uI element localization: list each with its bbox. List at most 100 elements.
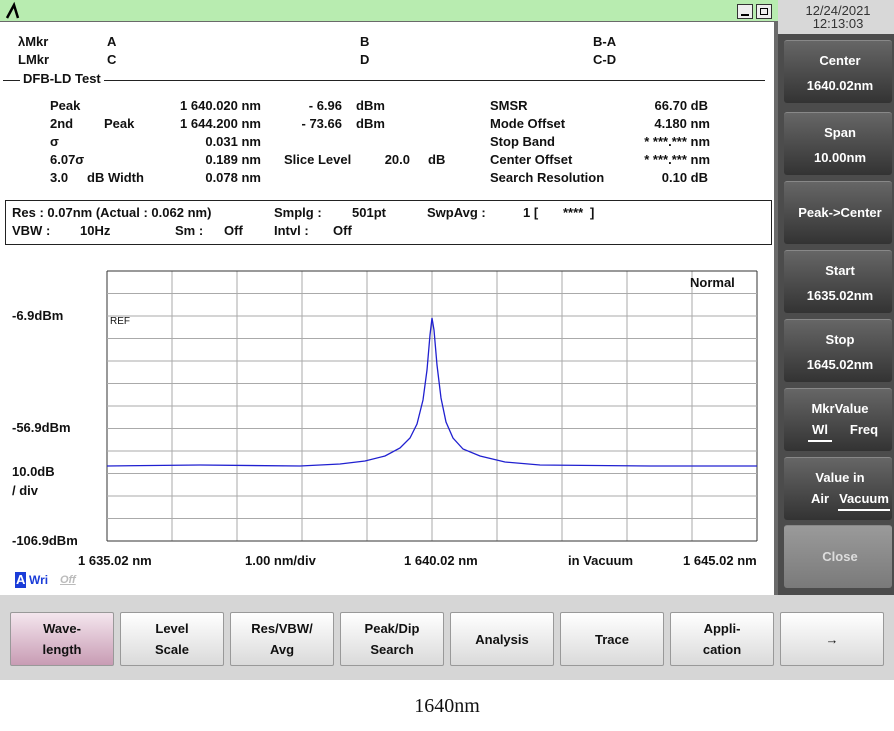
result-text: Stop Band	[490, 134, 555, 149]
result-text: * ***.*** nm	[644, 152, 710, 167]
soft-key-label: Scale	[155, 642, 189, 657]
logo	[5, 1, 20, 19]
result-text: Search Resolution	[490, 170, 605, 185]
result-text: 1 640.020 nm	[180, 98, 261, 113]
result-text: Mode Offset	[490, 116, 566, 131]
setting-text: SwpAvg :	[427, 205, 486, 220]
side-key-title: Peak->Center	[798, 205, 882, 220]
marker-label: B	[360, 34, 370, 49]
result-text: 0.10 dB	[661, 170, 708, 185]
soft-key-label: Peak/Dip	[364, 621, 420, 636]
x-label: 1 635.02 nm	[78, 553, 152, 568]
side-key[interactable]	[784, 40, 892, 103]
setting-text: Res : 0.07nm (Actual : 0.062 nm)	[12, 205, 212, 220]
side-key[interactable]	[784, 112, 892, 175]
title-bar	[0, 0, 778, 22]
marker-label: B-A	[593, 34, 617, 49]
side-key-value: 10.00nm	[813, 150, 867, 165]
result-text: - 6.96	[308, 98, 342, 113]
side-key-title: Start	[825, 263, 855, 278]
result-text: Slice Level	[284, 152, 352, 167]
setting-text: VBW :	[12, 223, 51, 238]
marker-label: λMkr	[18, 34, 49, 49]
setting-text: Sm :	[175, 223, 204, 238]
side-key-option: Freq	[849, 422, 879, 437]
soft-key-label: Appli-	[703, 621, 741, 636]
y-label: -106.9dBm	[12, 533, 78, 548]
marker-label: A	[107, 34, 117, 49]
option-underline	[838, 509, 890, 511]
soft-key[interactable]	[230, 612, 334, 666]
x-label: 1 645.02 nm	[683, 553, 757, 568]
result-text: 20.0	[384, 152, 410, 167]
result-text: 1 644.200 nm	[180, 116, 261, 131]
result-text: * ***.*** nm	[644, 134, 710, 149]
marker-label: C	[107, 52, 117, 67]
soft-key-label: Res/VBW/	[251, 621, 313, 636]
result-text: dBm	[356, 116, 385, 131]
x-label: 1 640.02 nm	[404, 553, 478, 568]
side-key[interactable]	[784, 181, 892, 244]
result-text: 3.0	[50, 170, 69, 185]
soft-key[interactable]	[120, 612, 224, 666]
side-key-title: Close	[822, 549, 858, 564]
test-rule	[3, 80, 765, 81]
scale-label: / div	[12, 483, 39, 498]
side-key-title: MkrValue	[811, 401, 869, 416]
side-key-title: Value in	[815, 470, 865, 485]
side-key-option: Vacuum	[839, 491, 889, 506]
soft-key[interactable]	[10, 612, 114, 666]
scale-label: 10.0dB	[12, 464, 55, 479]
side-key[interactable]	[784, 319, 892, 382]
setting-text: 10Hz	[80, 223, 111, 238]
minimize-button[interactable]	[737, 4, 753, 19]
side-key-value: 1645.02nm	[806, 357, 874, 372]
soft-key-label: Analysis	[475, 632, 529, 647]
side-key[interactable]	[784, 525, 892, 588]
side-key-title: Span	[824, 125, 856, 140]
soft-key[interactable]	[340, 612, 444, 666]
soft-key-label: Avg	[269, 642, 295, 657]
setting-text: Off	[333, 223, 352, 238]
result-text: 0.189 nm	[205, 152, 261, 167]
result-text: 66.70 dB	[654, 98, 708, 113]
write-status-a: A	[15, 572, 27, 588]
result-text: 0.031 nm	[205, 134, 261, 149]
soft-key[interactable]	[450, 612, 554, 666]
setting-text: Intvl :	[274, 223, 309, 238]
result-text: dB Width	[87, 170, 144, 185]
setting-text: ]	[590, 205, 595, 220]
setting-text: Smplg :	[274, 205, 322, 220]
result-text: 2nd	[50, 116, 74, 131]
date: 12/24/2021	[805, 3, 871, 18]
result-text: dB	[428, 152, 446, 167]
soft-key-label: →	[825, 632, 839, 647]
settings-box	[5, 200, 772, 245]
soft-key-label: length	[42, 642, 82, 657]
x-label: 1.00 nm/div	[245, 553, 316, 568]
result-text: 0.078 nm	[205, 170, 261, 185]
side-key[interactable]	[784, 388, 892, 451]
soft-key-label: Wave-	[43, 621, 81, 636]
x-label: in Vacuum	[568, 553, 634, 568]
restore-button[interactable]	[756, 4, 772, 19]
y-label: -6.9dBm	[12, 308, 64, 323]
soft-key[interactable]	[780, 612, 884, 666]
soft-key[interactable]	[670, 612, 774, 666]
side-key-title: Center	[819, 53, 861, 68]
side-key-option: Air	[810, 491, 830, 506]
soft-key[interactable]	[560, 612, 664, 666]
result-text: Peak	[104, 116, 135, 131]
result-text: 4.180 nm	[654, 116, 710, 131]
soft-key-label: cation	[702, 642, 742, 657]
setting-text: 501pt	[352, 205, 386, 220]
result-text: SMSR	[490, 98, 528, 113]
side-key-title: Stop	[825, 332, 855, 347]
test-name: DFB-LD Test	[20, 71, 104, 87]
write-status-wri: Wri	[29, 573, 49, 587]
side-key[interactable]	[784, 250, 892, 313]
write-status-off: Off	[60, 574, 76, 586]
option-underline	[808, 440, 832, 442]
